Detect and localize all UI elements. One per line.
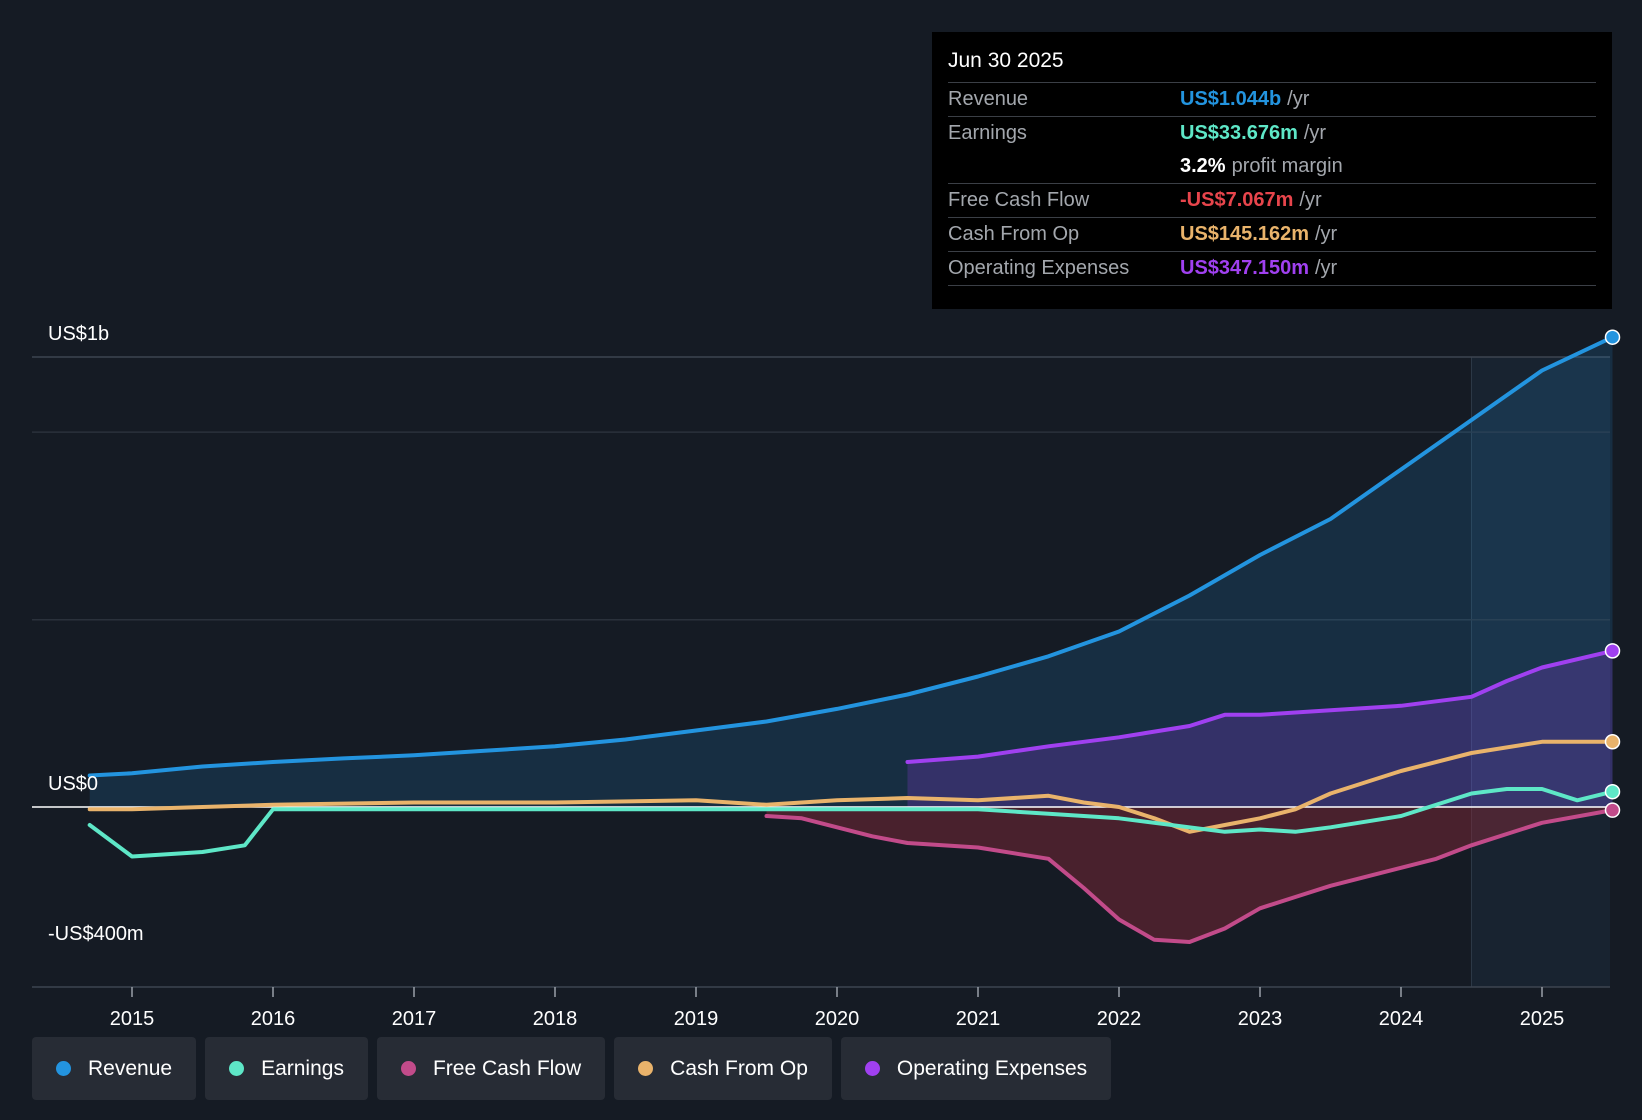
free-cash-flow-area	[766, 807, 1613, 942]
free-cash-flow-line	[764, 808, 1615, 944]
x-tick-label: 2024	[1379, 1008, 1424, 1030]
legend-dot-icon	[864, 1061, 880, 1076]
tooltip-row-value: US$347.150m	[1180, 257, 1309, 279]
tooltip-row: 3.2% profit margin	[948, 150, 1596, 184]
tooltip-date: Jun 30 2025	[948, 46, 1596, 83]
y-label-bottom: -US$400m	[48, 923, 144, 945]
x-tick-label: 2025	[1520, 1008, 1565, 1030]
x-tick-label: 2016	[251, 1008, 296, 1030]
series-lines	[87, 335, 1615, 944]
x-tick-label: 2020	[815, 1008, 860, 1030]
forecast-region	[1471, 357, 1610, 987]
tooltip-row: Earnings US$33.676m/yr	[948, 117, 1596, 150]
tooltip-row-value: -US$7.067m	[1180, 189, 1294, 211]
tooltip-row-unit: /yr	[1287, 88, 1310, 110]
legend-dot-icon	[638, 1061, 654, 1076]
legend-label: Operating Expenses	[896, 1056, 1088, 1080]
cash-from-op-line	[87, 739, 1615, 834]
tooltip-row-unit: /yr	[1303, 122, 1327, 144]
tooltip-panel: Jun 30 2025 Revenue US$1.044b/yr Earnings U…	[932, 32, 1612, 309]
tooltip-row-unit: /yr	[1314, 223, 1338, 245]
operating-expenses-area	[907, 650, 1613, 807]
legend: Revenue Earnings Free Cash Flow Cash From O…	[32, 1037, 1112, 1100]
earnings-line	[87, 787, 1615, 859]
tooltip-row-label: Free Cash Flow	[948, 189, 1090, 211]
legend-label: Free Cash Flow	[432, 1056, 582, 1080]
legend-item-operating-expenses[interactable]: Operating Expenses	[840, 1037, 1112, 1100]
free-cash-flow-endpoint	[1604, 802, 1621, 818]
tooltip-row-value: US$1.044b	[1180, 88, 1282, 110]
tooltip-row: Revenue US$1.044b/yr	[948, 83, 1596, 117]
tooltip-row-value: US$33.676m	[1180, 122, 1298, 144]
x-tick-label: 2021	[956, 1008, 1001, 1030]
y-label-top: US$1b	[48, 323, 109, 345]
legend-item-revenue[interactable]: Revenue	[32, 1037, 197, 1100]
axis-labels: US$1b US$0 -US$400m	[48, 323, 144, 945]
x-tick-label: 2023	[1238, 1008, 1283, 1030]
series-areas	[32, 337, 1613, 942]
x-tick-label: 2019	[674, 1008, 719, 1030]
x-tick-label: 2017	[392, 1008, 437, 1030]
legend-label: Revenue	[88, 1056, 173, 1080]
tooltip-row-label: Earnings	[948, 122, 1027, 144]
legend-label: Earnings	[261, 1056, 344, 1080]
revenue-endpoint	[1604, 329, 1621, 345]
operating-expenses-endpoint	[1604, 643, 1621, 659]
operating-expenses-line	[905, 648, 1615, 764]
tooltip-row-value: 3.2%	[1180, 155, 1226, 177]
cash-from-op-endpoint	[1604, 734, 1621, 750]
legend-label: Cash From Op	[670, 1056, 808, 1080]
legend-item-earnings[interactable]: Earnings	[205, 1037, 368, 1100]
tooltip-row-unit: profit margin	[1231, 155, 1343, 177]
legend-dot-icon	[229, 1061, 245, 1076]
series-endpoints	[1604, 329, 1621, 818]
legend-dot-icon	[56, 1061, 71, 1076]
y-label-zero: US$0	[48, 773, 98, 795]
earnings-endpoint	[1604, 783, 1621, 800]
tooltip-row-label: Cash From Op	[948, 223, 1080, 245]
tooltip-row-unit: /yr	[1299, 189, 1322, 211]
tooltip-row: Operating Expenses US$347.150m/yr	[948, 252, 1596, 286]
tooltip-row-value: US$145.162m	[1180, 223, 1309, 245]
revenue-area	[89, 337, 1613, 807]
tooltip-row-label: Operating Expenses	[948, 257, 1130, 279]
tooltip-row: Cash From Op US$145.162m/yr	[948, 218, 1596, 252]
x-tick-label: 2022	[1097, 1008, 1142, 1030]
x-tick-label: 2018	[533, 1008, 578, 1030]
tooltip-row-unit: /yr	[1314, 257, 1338, 279]
x-axis-ticks: 2015 2016 2017 2018 2019 2020 2021 2022 2023 2024…	[110, 987, 1565, 1030]
grid-lines	[32, 356, 1610, 988]
x-tick-label: 2015	[110, 1008, 155, 1030]
tooltip-row: Free Cash Flow -US$7.067m/yr	[948, 184, 1596, 218]
legend-dot-icon	[400, 1061, 416, 1076]
legend-item-cash-from-op[interactable]: Cash From Op	[614, 1037, 832, 1100]
legend-item-free-cash-flow[interactable]: Free Cash Flow	[376, 1037, 606, 1100]
tooltip-row-label: Revenue	[948, 88, 1029, 110]
tooltip-rows: Revenue US$1.044b/yr Earnings US$33.676m/yr…	[948, 83, 1596, 286]
revenue-line	[87, 335, 1615, 778]
tooltip-row-label	[948, 150, 1180, 183]
